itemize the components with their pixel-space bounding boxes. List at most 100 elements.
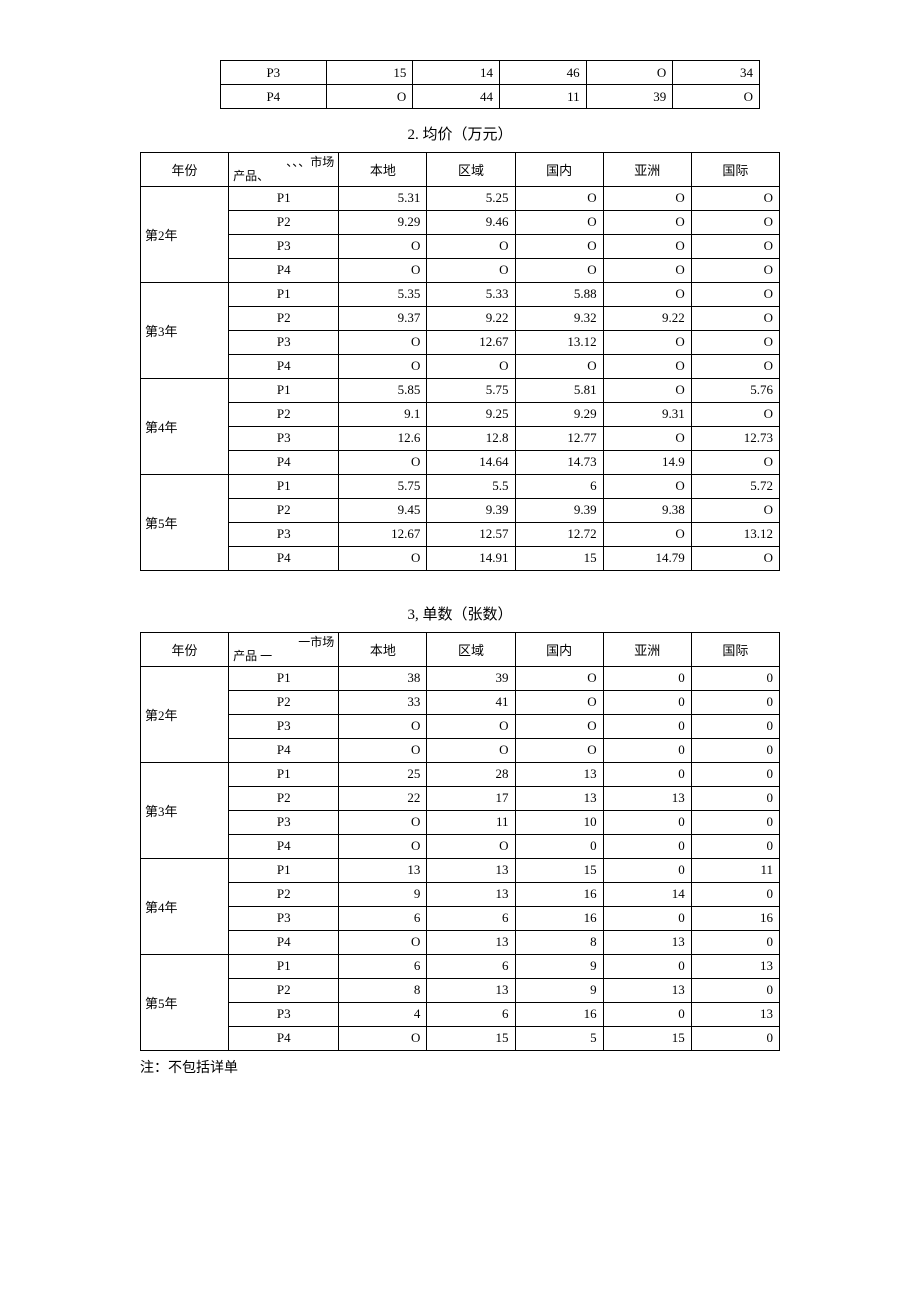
product-label: P2 [229, 882, 339, 906]
data-cell: 13 [515, 786, 603, 810]
data-cell: 5.33 [427, 282, 515, 306]
year-label: 第4年 [141, 378, 229, 474]
data-cell: 0 [515, 834, 603, 858]
data-cell: O [515, 354, 603, 378]
product-label: P1 [229, 762, 339, 786]
data-cell: 13 [691, 1002, 779, 1026]
data-cell: 0 [603, 858, 691, 882]
data-cell: 9.39 [427, 498, 515, 522]
data-cell: 0 [691, 978, 779, 1002]
data-cell: 13 [427, 978, 515, 1002]
data-cell: 9.29 [515, 402, 603, 426]
data-cell: 0 [691, 930, 779, 954]
data-cell: O [691, 402, 779, 426]
data-cell: 9.29 [339, 210, 427, 234]
data-cell: 6 [427, 954, 515, 978]
product-market-header: 一市场产品 一 [229, 632, 339, 666]
data-cell: O [691, 546, 779, 570]
data-cell: 6 [427, 1002, 515, 1026]
product-label: P4 [229, 354, 339, 378]
data-cell: O [339, 930, 427, 954]
data-cell: 0 [691, 738, 779, 762]
data-cell: 15 [603, 1026, 691, 1050]
column-header: 亚洲 [603, 153, 691, 187]
data-cell: 0 [603, 906, 691, 930]
data-cell: 22 [339, 786, 427, 810]
data-cell: 38 [339, 666, 427, 690]
data-cell: 28 [427, 762, 515, 786]
data-cell: O [326, 85, 413, 109]
data-cell: 46 [499, 61, 586, 85]
year-label: 第2年 [141, 186, 229, 282]
data-cell: O [691, 282, 779, 306]
data-cell: 15 [515, 858, 603, 882]
data-cell: 14.64 [427, 450, 515, 474]
data-cell: O [603, 474, 691, 498]
table2-caption: 2. 均价（万元） [70, 123, 850, 144]
data-cell: 13 [603, 978, 691, 1002]
data-cell: O [603, 282, 691, 306]
data-cell: 12.67 [339, 522, 427, 546]
product-label: P3 [229, 234, 339, 258]
data-cell: O [339, 258, 427, 282]
data-cell: 12.72 [515, 522, 603, 546]
product-label: P1 [229, 666, 339, 690]
top-fragment-table: P3151446O34P4O441139O [220, 60, 760, 109]
data-cell: 6 [515, 474, 603, 498]
data-cell: 14 [413, 61, 500, 85]
data-cell: 0 [603, 738, 691, 762]
data-cell: 13 [427, 930, 515, 954]
data-cell: O [339, 450, 427, 474]
column-header: 国际 [691, 632, 779, 666]
data-cell: O [427, 258, 515, 282]
product-label: P2 [229, 402, 339, 426]
data-cell: 14.79 [603, 546, 691, 570]
data-cell: 5.75 [339, 474, 427, 498]
data-cell: 44 [413, 85, 500, 109]
data-cell: O [515, 738, 603, 762]
data-cell: 12.57 [427, 522, 515, 546]
data-cell: O [691, 354, 779, 378]
data-cell: 14.91 [427, 546, 515, 570]
data-cell: O [603, 378, 691, 402]
product-label: P2 [229, 210, 339, 234]
data-cell: 13 [603, 786, 691, 810]
data-cell: 14.73 [515, 450, 603, 474]
data-cell: 15 [326, 61, 413, 85]
data-cell: 5.81 [515, 378, 603, 402]
data-cell: 13 [691, 954, 779, 978]
data-cell: 9.1 [339, 402, 427, 426]
data-cell: 9.45 [339, 498, 427, 522]
data-cell: 12.73 [691, 426, 779, 450]
data-cell: 11 [499, 85, 586, 109]
data-cell: O [339, 234, 427, 258]
product-label: P1 [229, 282, 339, 306]
product-label: P4 [229, 930, 339, 954]
data-cell: 12.67 [427, 330, 515, 354]
product-label: P2 [229, 498, 339, 522]
data-cell: 25 [339, 762, 427, 786]
product-label: P4 [229, 258, 339, 282]
data-cell: 0 [691, 714, 779, 738]
data-cell: O [339, 354, 427, 378]
data-cell: 5.31 [339, 186, 427, 210]
data-cell: 5.5 [427, 474, 515, 498]
data-cell: 9.22 [427, 306, 515, 330]
data-cell: O [427, 234, 515, 258]
data-cell: 6 [427, 906, 515, 930]
data-cell: O [339, 714, 427, 738]
data-cell: 9.25 [427, 402, 515, 426]
data-cell: 5.75 [427, 378, 515, 402]
data-cell: 14.9 [603, 450, 691, 474]
year-label: 第2年 [141, 666, 229, 762]
data-cell: O [339, 1026, 427, 1050]
product-label: P3 [229, 426, 339, 450]
data-cell: 15 [515, 546, 603, 570]
data-cell: O [691, 186, 779, 210]
column-header: 国内 [515, 153, 603, 187]
data-cell: O [427, 738, 515, 762]
product-label: P4 [229, 546, 339, 570]
data-cell: 0 [691, 810, 779, 834]
data-cell: O [603, 330, 691, 354]
data-cell: 0 [691, 834, 779, 858]
